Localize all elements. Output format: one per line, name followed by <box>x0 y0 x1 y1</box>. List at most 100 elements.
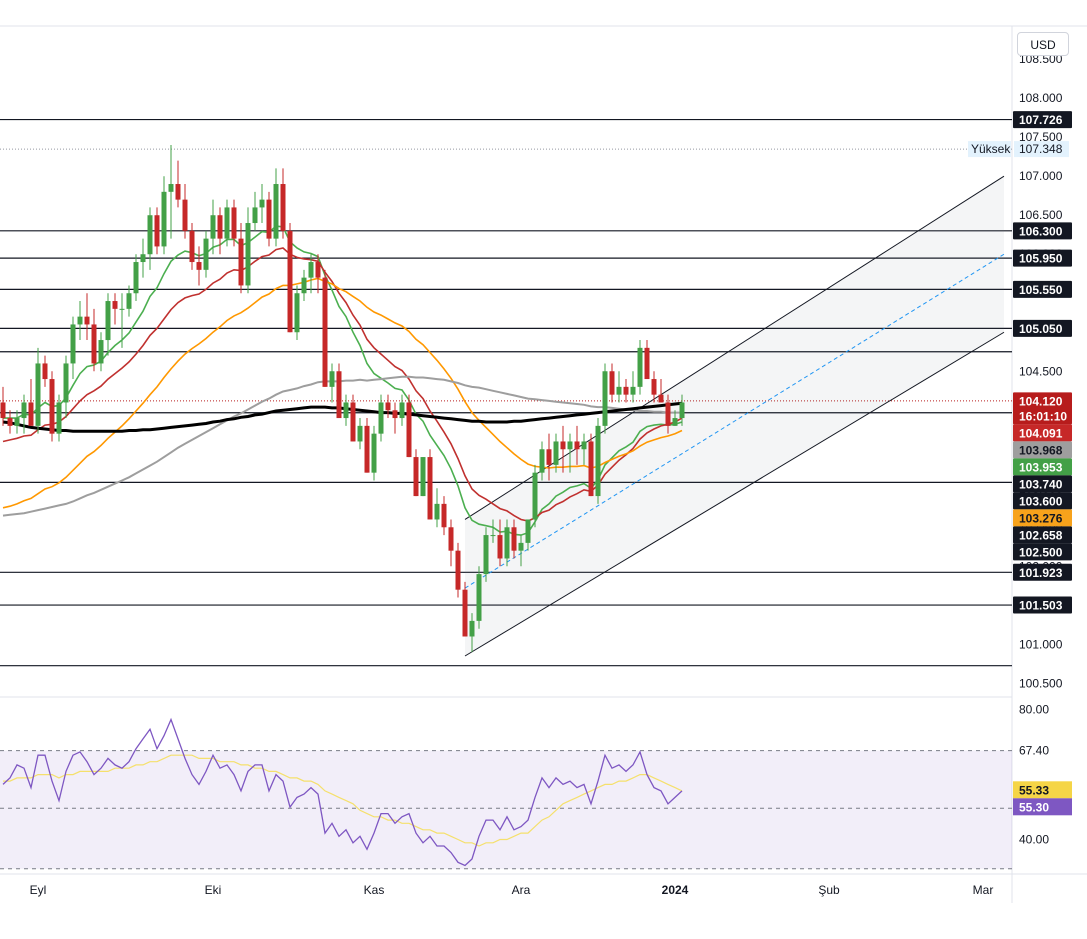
candle-body <box>511 527 517 551</box>
price-tag-label: 103.276 <box>1019 511 1063 525</box>
high-value-bg <box>1014 141 1069 158</box>
rsi-tick-label: 80.00 <box>1019 703 1049 717</box>
rsi-tick-label: 40.00 <box>1019 833 1049 847</box>
candle-body <box>56 402 62 434</box>
rsi-ma-line <box>3 754 683 847</box>
candle-body <box>147 215 153 255</box>
candle-body <box>287 230 293 333</box>
candle-body <box>378 402 384 434</box>
candle-body <box>630 386 636 395</box>
candle-body <box>609 371 615 395</box>
candle-body <box>196 262 202 270</box>
candle-body <box>644 347 650 380</box>
candle-body <box>259 199 265 208</box>
candle-body <box>469 620 475 637</box>
candle-body <box>182 199 188 231</box>
candle-body <box>231 207 237 239</box>
candle-body <box>602 371 608 426</box>
price-tag-label: 104.120 <box>1019 394 1063 408</box>
candle-body <box>427 457 433 520</box>
time-tick-label: Şub <box>818 883 840 897</box>
rsi-tag-bg <box>1013 798 1072 816</box>
channel-fill <box>465 176 1004 656</box>
price-tag-bg <box>1013 111 1072 129</box>
price-tick-label: 108.000 <box>1019 91 1063 105</box>
candle-body <box>490 535 496 537</box>
candle-body <box>497 535 503 559</box>
rsi-line <box>2 717 683 867</box>
candle-body <box>154 215 160 247</box>
candle-body <box>413 457 419 497</box>
price-tag-bg <box>1013 509 1072 527</box>
high-marker-bg <box>968 141 1011 158</box>
candle-body <box>560 441 566 450</box>
candle-body <box>63 363 69 403</box>
candle-body <box>189 230 195 263</box>
ema-fast-line <box>3 225 683 536</box>
candle-body <box>581 441 587 450</box>
price-tick-label: 104.500 <box>1019 364 1063 378</box>
rsi-tag-label: 55.33 <box>1019 783 1049 797</box>
candle-body <box>315 262 321 278</box>
high-marker-value: 107.348 <box>1019 142 1063 156</box>
candle-body <box>98 340 104 364</box>
candle-body <box>175 184 181 200</box>
candle-body <box>588 441 594 497</box>
candle-body <box>364 425 370 473</box>
candle-body <box>392 410 398 419</box>
price-tag-label: 104.091 <box>1019 426 1063 440</box>
candle-body <box>532 472 538 520</box>
time-tick-label: 2024 <box>662 883 689 897</box>
candle-body <box>406 402 412 458</box>
candle-body <box>308 262 314 278</box>
candle-body <box>112 301 118 309</box>
candle-body <box>203 238 209 270</box>
price-tag-label: 102.658 <box>1019 528 1063 542</box>
candle-body <box>665 402 671 426</box>
price-tag-bg <box>1013 543 1072 561</box>
candle-body <box>49 379 55 434</box>
candle-body <box>133 262 139 294</box>
candle-body <box>273 184 279 239</box>
price-tag-bg <box>1013 424 1072 442</box>
rsi-tag-bg <box>1013 781 1072 799</box>
candle-body <box>119 308 125 310</box>
candle-body <box>77 316 83 325</box>
candle-body <box>371 433 377 473</box>
price-tag-label: 101.923 <box>1019 566 1063 580</box>
price-axis[interactable]: 108.500108.000107.500107.000106.500106.0… <box>968 52 1072 847</box>
price-tag-bg <box>1013 526 1072 544</box>
candle-body <box>399 402 405 419</box>
candle-body <box>343 402 349 419</box>
price-tag-label: 106.300 <box>1019 224 1063 238</box>
price-tag-bg <box>1013 441 1072 459</box>
rsi-pane[interactable] <box>0 717 1012 870</box>
candle-body <box>336 371 342 419</box>
candle-body <box>91 324 97 364</box>
time-axis[interactable]: Eyl Eki Kas Ara 2024 Şub Mar <box>30 883 994 897</box>
high-marker-label: Yüksek <box>971 142 1011 156</box>
candle-body <box>462 589 468 637</box>
candle-body <box>525 519 531 543</box>
candle-body <box>539 449 545 473</box>
rsi-band <box>0 750 1012 869</box>
currency-button[interactable]: USD <box>1017 32 1069 56</box>
candle-body <box>637 347 643 387</box>
candle-body <box>280 184 286 231</box>
candle-body <box>672 418 678 426</box>
candle-body <box>420 457 426 497</box>
price-tick-label: 107.000 <box>1019 169 1063 183</box>
price-pane[interactable] <box>0 118 1012 667</box>
candle-body <box>42 363 48 380</box>
channel-lower <box>464 331 1005 657</box>
rsi-tag-label: 55.30 <box>1019 800 1049 814</box>
price-tag-bg <box>1013 392 1072 425</box>
candle-body <box>350 402 356 442</box>
price-tag-bg <box>1013 319 1072 337</box>
price-tag-label: 105.550 <box>1019 283 1063 297</box>
candle-body <box>224 207 230 239</box>
candle-body <box>245 223 251 286</box>
price-tag-bg <box>1013 563 1072 581</box>
candle-body <box>623 386 629 395</box>
